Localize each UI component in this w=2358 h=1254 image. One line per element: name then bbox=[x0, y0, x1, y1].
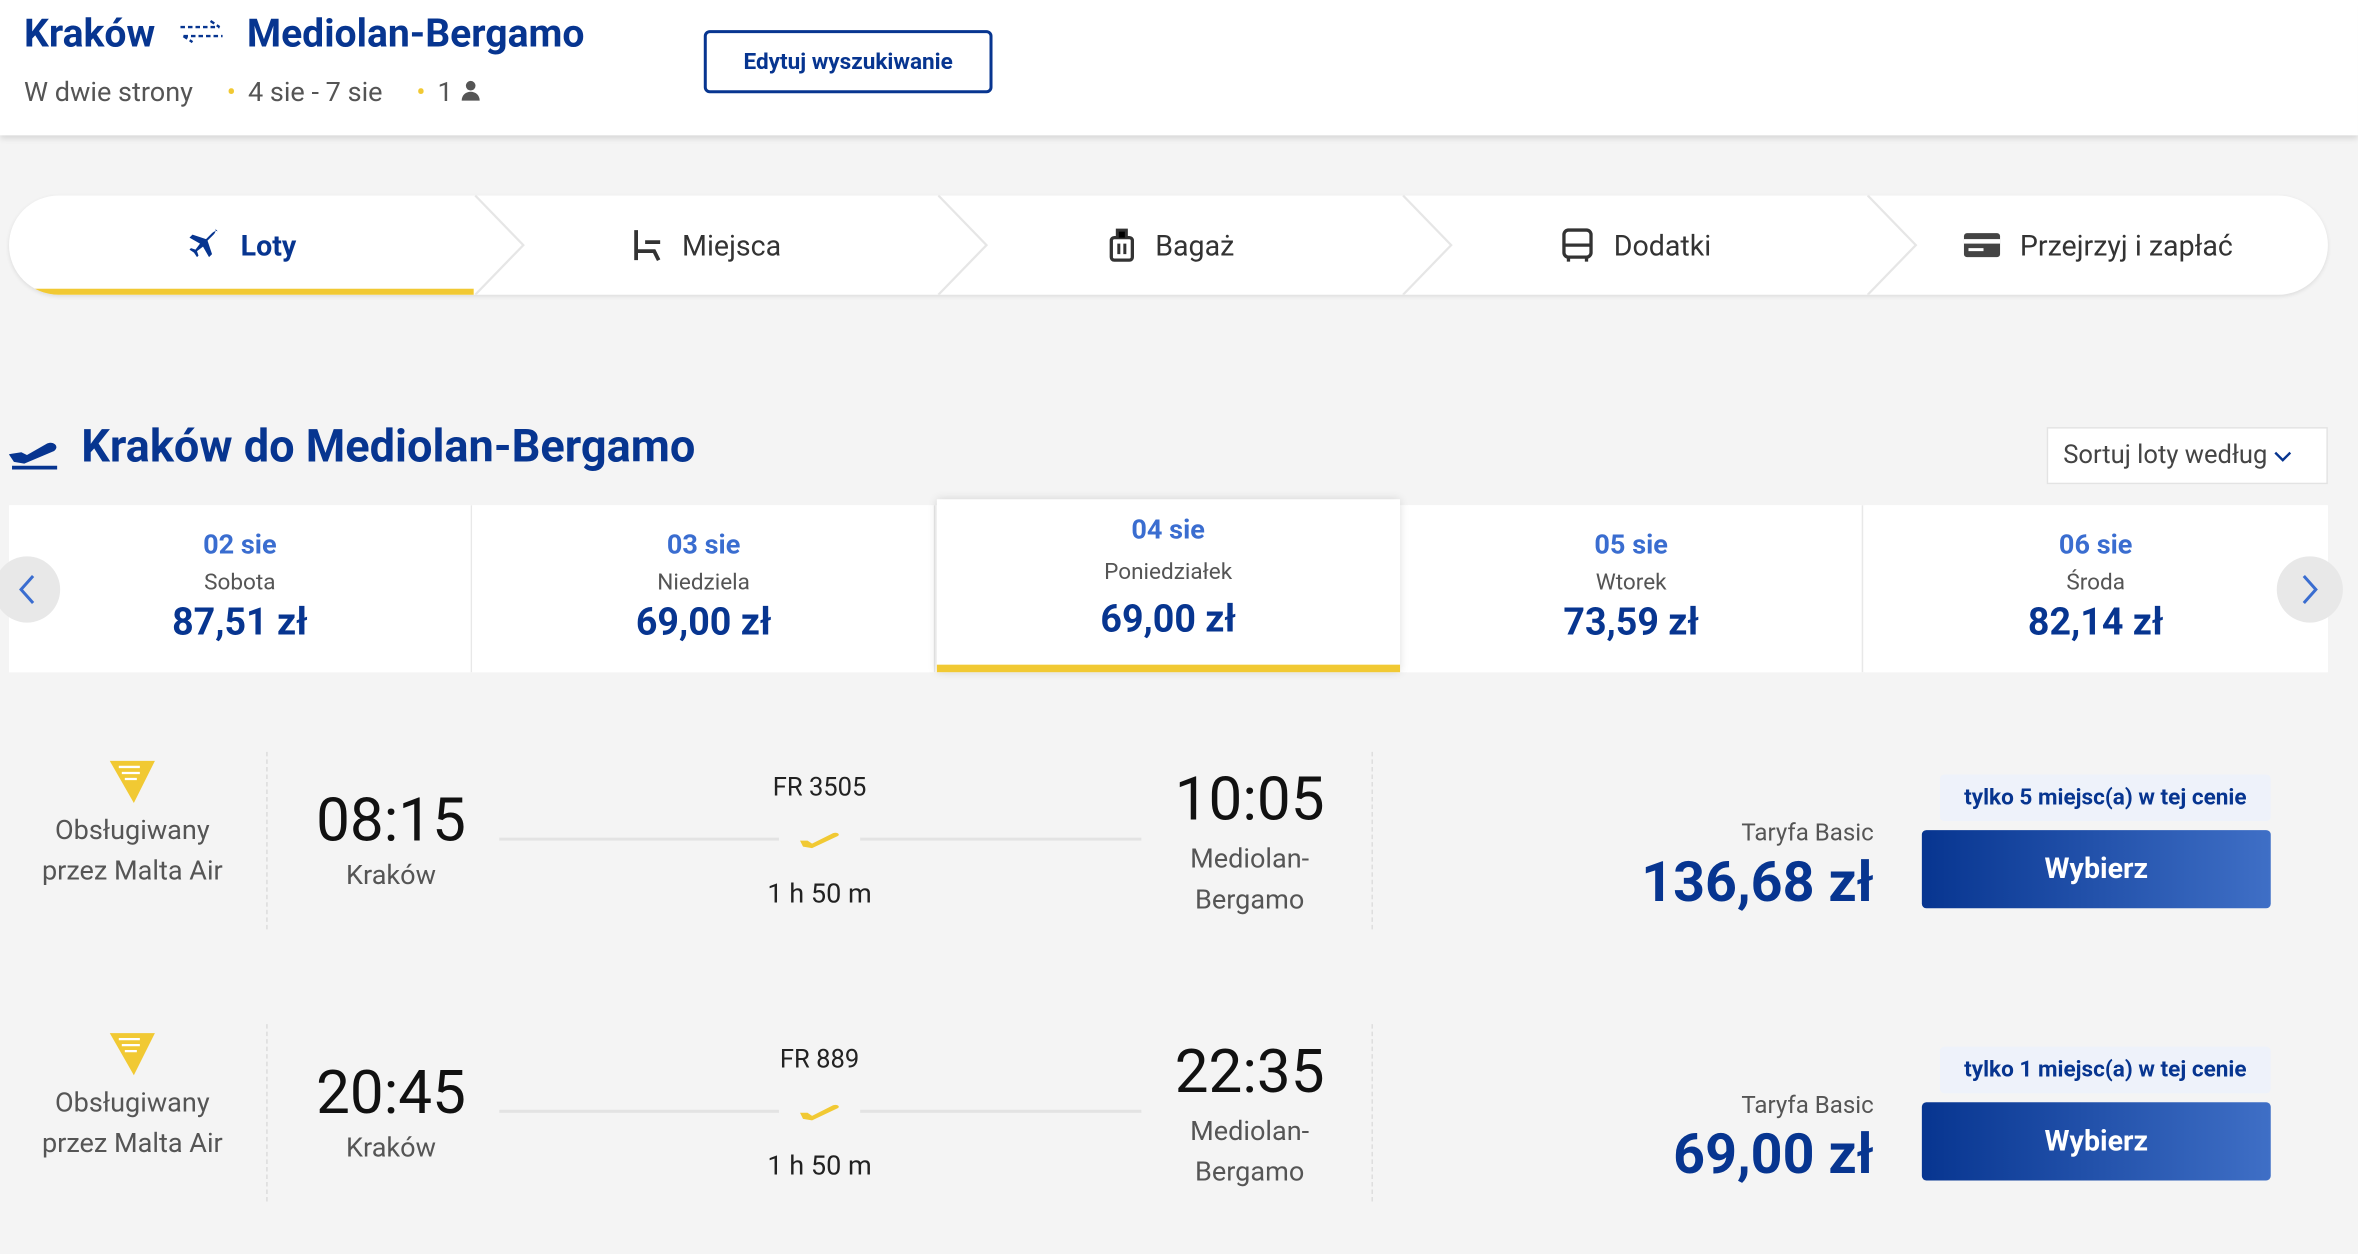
date: 02 sie bbox=[203, 529, 277, 561]
weekday: Środa bbox=[2066, 568, 2126, 596]
airline-logo bbox=[107, 755, 158, 806]
origin: Kraków bbox=[24, 12, 156, 58]
price: 69,00 zł bbox=[1100, 598, 1236, 643]
price: 136,68 zł bbox=[1641, 851, 1874, 916]
steps-bar: Loty Miejsca Bagaż Dodatki Przejrzyj i z… bbox=[9, 195, 2328, 295]
duration: 1 h 50 m bbox=[767, 878, 872, 910]
route-line bbox=[860, 837, 1142, 841]
airline-logo bbox=[107, 1027, 158, 1078]
date-cell[interactable]: 04 sie Poniedziałek 69,00 zł bbox=[936, 499, 1400, 673]
divider bbox=[266, 1024, 268, 1202]
route-line bbox=[499, 1109, 779, 1113]
arrival-time: 10:05 bbox=[1174, 763, 1325, 835]
select-button[interactable]: Wybierz bbox=[1921, 1102, 2271, 1181]
sort-label: Sortuj loty według bbox=[2063, 440, 2268, 471]
duration: 1 h 50 m bbox=[767, 1150, 872, 1182]
arrival-time: 22:35 bbox=[1174, 1036, 1325, 1107]
operator: Obsługiwany przez Malta Air bbox=[41, 815, 223, 887]
sort-dropdown[interactable]: Sortuj loty według bbox=[2046, 427, 2328, 485]
departure-time: 08:15 bbox=[316, 784, 466, 856]
select-button[interactable]: Wybierz bbox=[1921, 830, 2271, 909]
price: 69,00 zł bbox=[635, 601, 772, 646]
weekday: Poniedziałek bbox=[1104, 557, 1233, 585]
route: Kraków Mediolan-Bergamo bbox=[24, 12, 584, 57]
date: 04 sie bbox=[1131, 514, 1205, 546]
trip-dates: 4 sie - 7 sie bbox=[247, 76, 383, 109]
price: 82,14 zł bbox=[2027, 601, 2164, 646]
step[interactable]: Loty bbox=[9, 195, 474, 294]
route-line bbox=[499, 837, 779, 841]
step-label: Miejsca bbox=[682, 227, 782, 263]
person-icon bbox=[460, 80, 479, 101]
date-cell[interactable]: 02 sie Sobota 87,51 zł bbox=[9, 505, 473, 673]
trip-type: W dwie strony bbox=[24, 76, 193, 109]
divider bbox=[1371, 1024, 1373, 1202]
departure-city: Kraków bbox=[346, 1132, 436, 1164]
plane-icon bbox=[797, 826, 842, 850]
date: 05 sie bbox=[1594, 529, 1668, 561]
weekday: Wtorek bbox=[1595, 568, 1667, 596]
step[interactable]: Dodatki bbox=[1403, 195, 1868, 294]
fare: Taryfa Basic bbox=[1741, 1090, 1874, 1119]
flight-number: FR 889 bbox=[779, 1045, 860, 1076]
trip-info: W dwie strony • 4 sie - 7 sie • 1 bbox=[24, 76, 480, 109]
date-strip: 02 sie Sobota 87,51 zł 03 sie Niedziela 69,00… bbox=[9, 499, 2328, 673]
step-label: Bagaż bbox=[1155, 227, 1235, 263]
active-step-underline bbox=[9, 288, 474, 295]
step[interactable]: Przejrzyj i zapłać bbox=[1868, 195, 2328, 294]
section-title: Kraków do Mediolan-Bergamo bbox=[81, 421, 696, 474]
next-dates-button[interactable] bbox=[2276, 556, 2343, 623]
passengers: 1 bbox=[437, 76, 453, 109]
selected-underline bbox=[936, 664, 1400, 673]
prev-dates-button[interactable] bbox=[0, 556, 61, 623]
step-label: Dodatki bbox=[1613, 227, 1712, 263]
header: Kraków Mediolan-Bergamo W dwie strony • 4… bbox=[0, 0, 2358, 136]
date-cell[interactable]: 05 sie Wtorek 73,59 zł bbox=[1400, 505, 1864, 673]
availability: tylko 1 miejsc(a) w tej cenie bbox=[1939, 1046, 2271, 1094]
departure-city: Kraków bbox=[346, 860, 436, 892]
step-label: Loty bbox=[240, 227, 297, 263]
date: 06 sie bbox=[2058, 529, 2133, 561]
price: 73,59 zł bbox=[1563, 601, 1699, 646]
price: 69,00 zł bbox=[1673, 1123, 1874, 1189]
weekday: Sobota bbox=[204, 568, 276, 596]
arrival-city: Mediolan-Bergamo bbox=[1190, 843, 1310, 916]
date-cell[interactable]: 06 sie Środa 82,14 zł bbox=[1864, 505, 2328, 673]
plane-icon bbox=[797, 1098, 842, 1122]
takeoff-icon bbox=[9, 442, 58, 470]
route-line bbox=[860, 1109, 1142, 1113]
flight-number: FR 3505 bbox=[772, 772, 867, 804]
operator: Obsługiwany przez Malta Air bbox=[41, 1087, 223, 1159]
weekday: Niedziela bbox=[657, 568, 750, 596]
destination: Mediolan-Bergamo bbox=[246, 12, 585, 58]
step[interactable]: Bagaż bbox=[938, 195, 1403, 294]
divider bbox=[266, 751, 268, 930]
arrival-city: Mediolan-Bergamo bbox=[1190, 1115, 1310, 1189]
divider bbox=[1371, 751, 1373, 930]
date: 03 sie bbox=[666, 529, 741, 561]
edit-search-button[interactable]: Edytuj wyszukiwanie bbox=[703, 30, 993, 94]
step-label: Przejrzyj i zapłać bbox=[2019, 227, 2233, 263]
step-separators bbox=[474, 195, 1918, 295]
departure-time: 20:45 bbox=[316, 1057, 466, 1128]
price: 87,51 zł bbox=[172, 601, 308, 646]
date-cell[interactable]: 03 sie Niedziela 69,00 zł bbox=[472, 505, 936, 673]
availability: tylko 5 miejsc(a) w tej cenie bbox=[1939, 774, 2271, 822]
swap-icon bbox=[179, 20, 223, 44]
fare: Taryfa Basic bbox=[1741, 818, 1874, 847]
step[interactable]: Miejsca bbox=[474, 195, 939, 294]
